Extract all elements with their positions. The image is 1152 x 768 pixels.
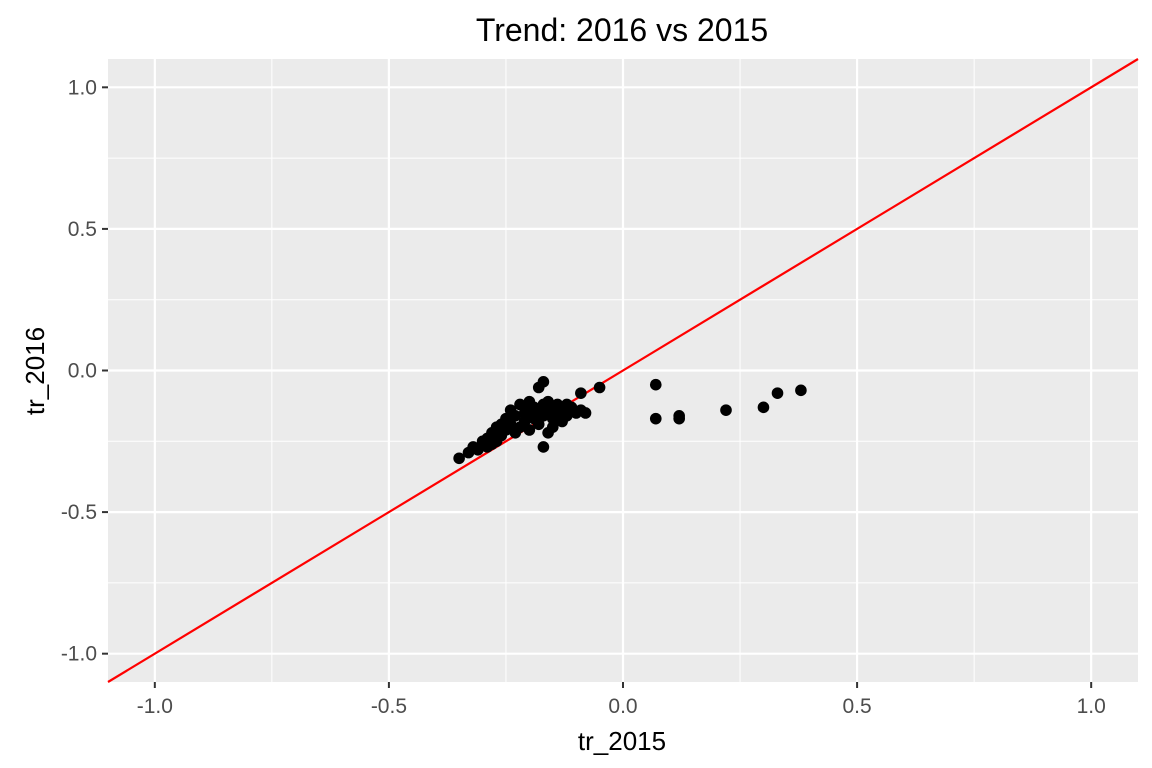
data-point [720, 404, 732, 416]
y-tick-label: 0.5 [68, 218, 97, 241]
y-tick-label: -0.5 [61, 501, 97, 524]
x-tick-label: 0.5 [842, 695, 871, 718]
data-point [532, 418, 545, 431]
data-point [523, 424, 536, 436]
x-axis-title: tr_2015 [578, 726, 666, 756]
y-tick-label: 1.0 [68, 76, 97, 99]
data-point [795, 384, 807, 397]
reference-line [107, 58, 1139, 683]
data-point [649, 412, 662, 425]
y-tick-label: 0.0 [68, 360, 97, 383]
data-point [509, 410, 522, 422]
x-tick-label: -1.0 [137, 695, 173, 718]
data-point [579, 407, 592, 419]
data-point [649, 378, 662, 391]
data-point [537, 441, 550, 453]
data-point [504, 418, 517, 431]
data-point [453, 452, 465, 465]
data-point [673, 412, 685, 425]
data-point [575, 387, 587, 399]
data-point [771, 387, 784, 399]
y-axis-ticks: -1.0 -0.5 0.0 0.5 1.0 [61, 76, 108, 666]
data-point [537, 376, 550, 388]
chart-title: Trend: 2016 vs 2015 [476, 12, 768, 48]
x-tick-label: 1.0 [1077, 695, 1106, 718]
data-point [514, 398, 526, 411]
data-point [757, 401, 770, 414]
data-point [518, 415, 531, 428]
x-tick-label: 0.0 [608, 695, 637, 718]
data-points [453, 376, 807, 465]
identity-reference-line [107, 58, 1139, 683]
data-point [546, 421, 559, 433]
data-point [593, 381, 606, 394]
x-tick-label: -0.5 [371, 695, 407, 718]
x-axis-ticks: -1.0 -0.5 0.0 0.5 1.0 [137, 682, 1106, 718]
y-tick-label: -1.0 [61, 643, 97, 666]
data-point [472, 443, 484, 456]
y-axis-title: tr_2016 [20, 327, 50, 415]
data-point [561, 410, 573, 422]
